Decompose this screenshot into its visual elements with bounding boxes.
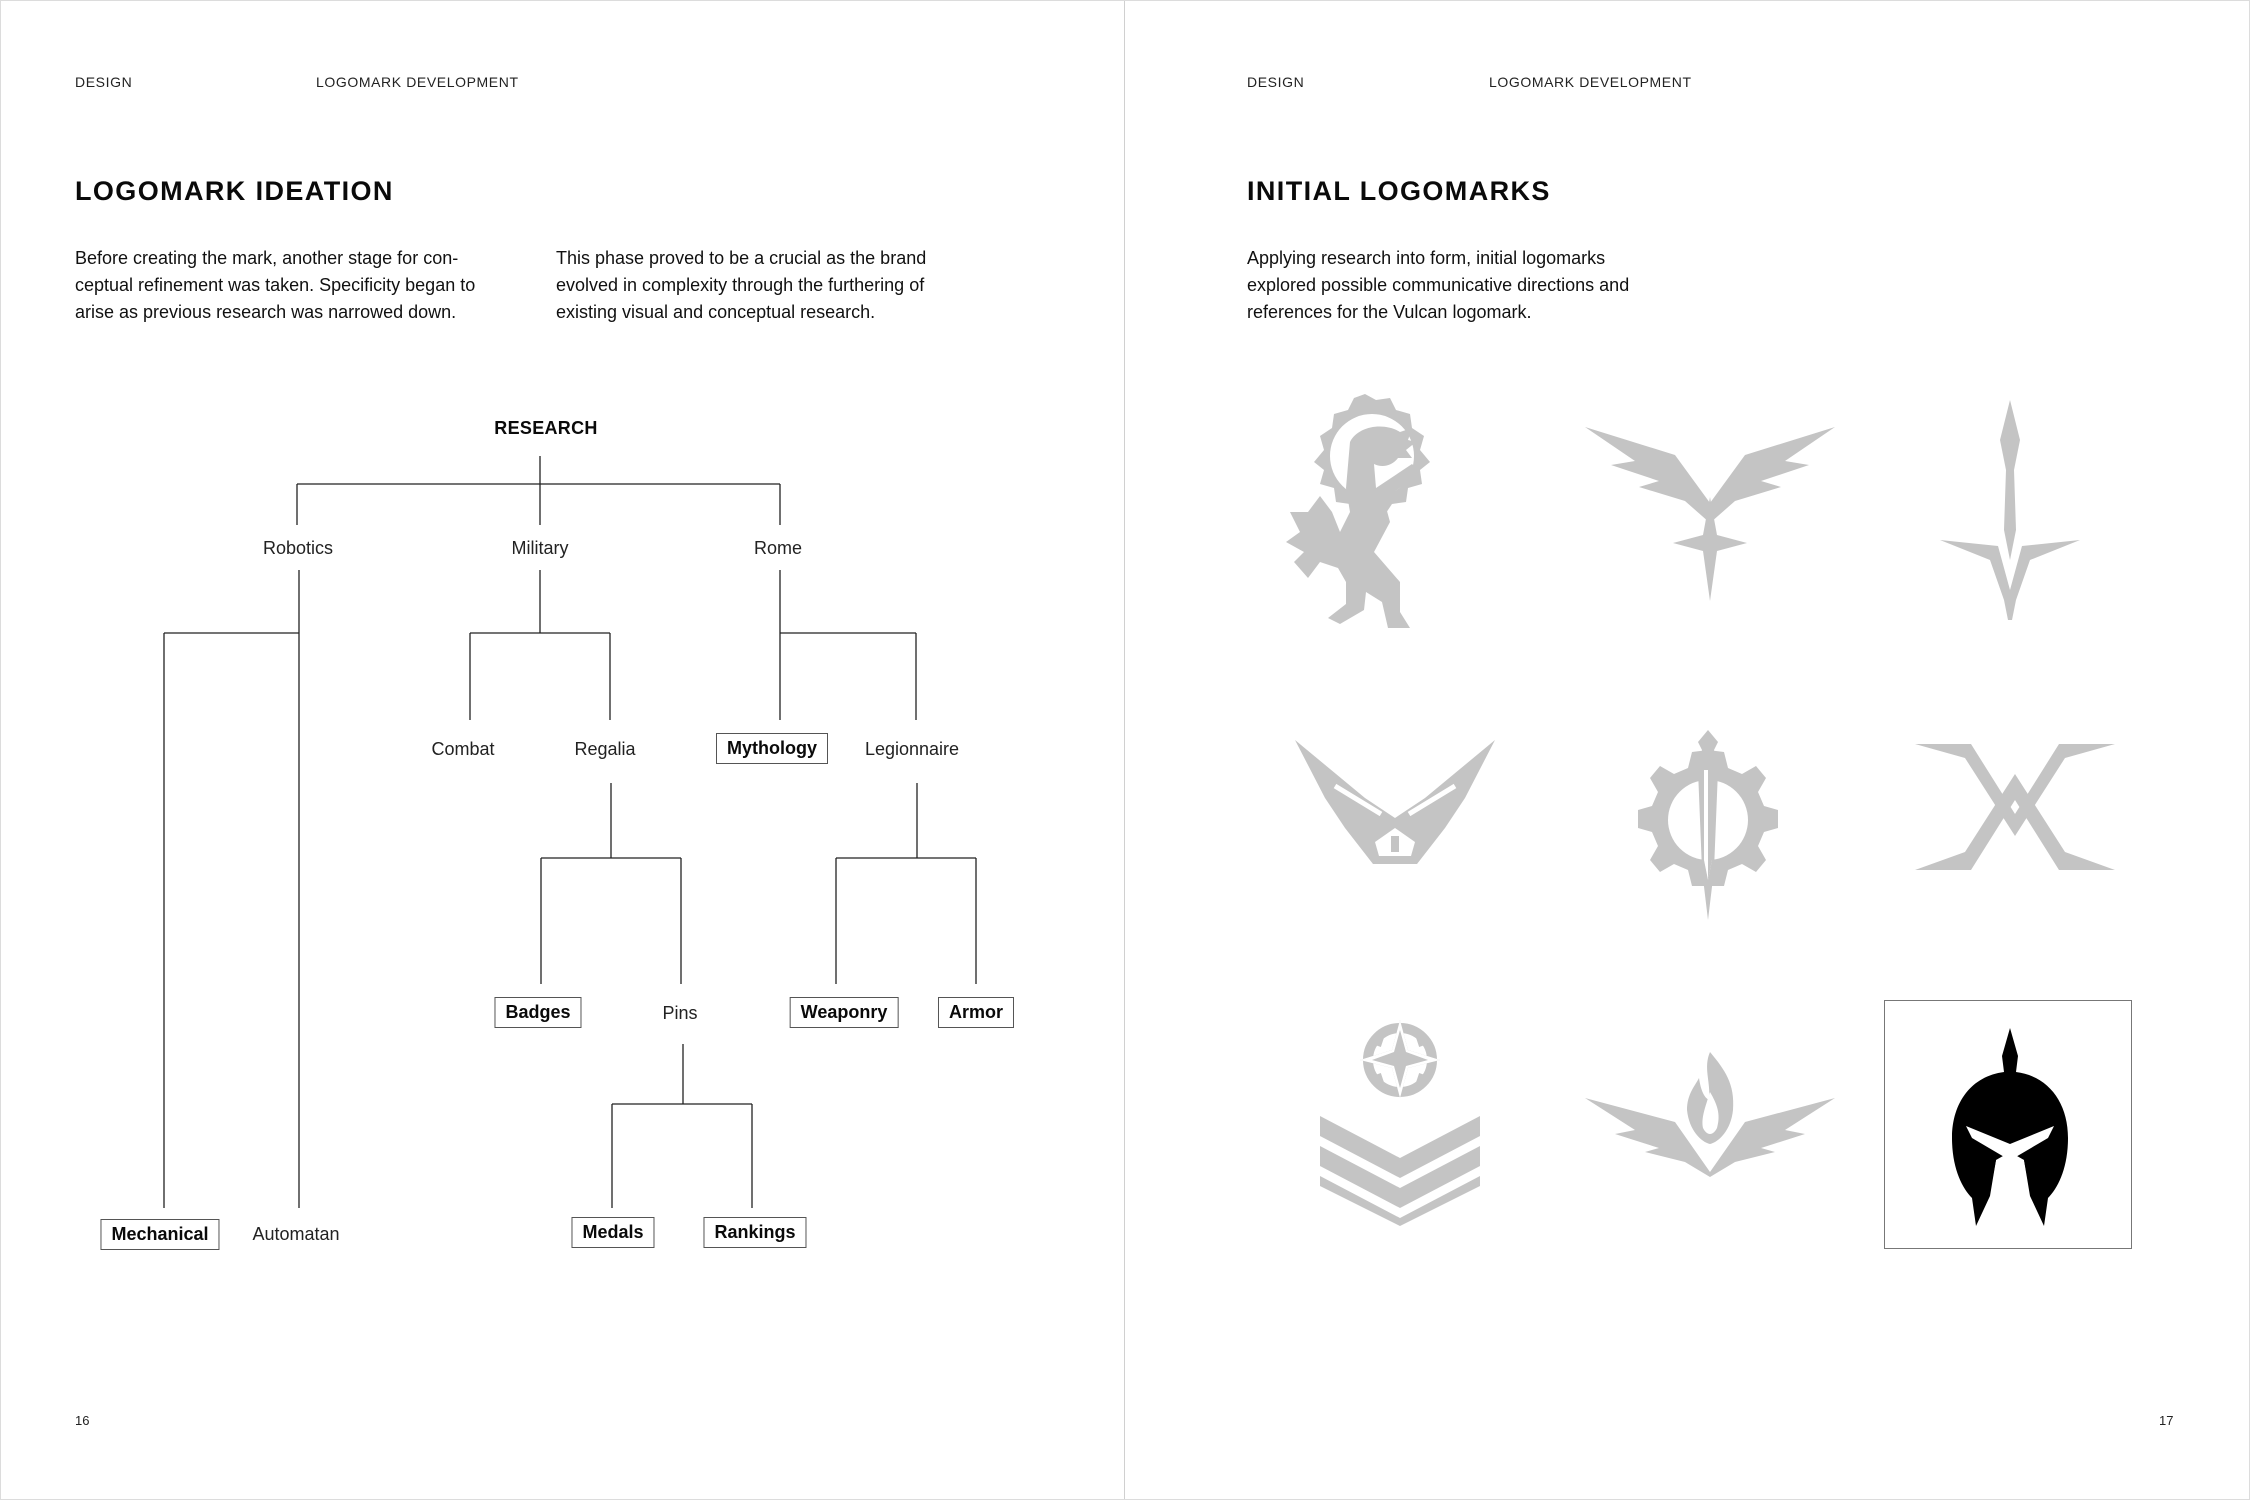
tree-node-pins: Pins [662,1003,698,1023]
tree-node-research: RESEARCH [494,418,598,438]
tree-node-rankings: Rankings [703,1217,807,1248]
tree-node-medals: Medals [571,1217,655,1248]
left-page: DESIGN LOGOMARK DEVELOPMENT LOGOMARK IDE… [75,74,1015,1428]
section-label: DESIGN [1247,74,1305,90]
winged-shield-icon [1295,738,1495,868]
subsection-label: LOGOMARK DEVELOPMENT [316,74,519,90]
tree-node-badges: Badges [494,997,582,1028]
tree-node-legionnaire: Legionnaire [864,739,960,759]
selected-logomark-frame [1884,1000,2132,1249]
tree-node-automatan: Automatan [252,1224,340,1244]
tree-node-armor: Armor [937,997,1015,1028]
page-title: LOGOMARK IDEATION [75,176,394,206]
intro-column-1: Before creating the mark, another stage … [75,248,476,322]
tree-node-regalia: Regalia [574,739,636,759]
intro-text: Applying research into form, initial log… [1247,248,1630,322]
section-label: DESIGN [75,74,133,90]
chevron-rank-icon [1320,1020,1480,1226]
tree-node-military: Military [511,538,569,558]
tree-node-mechanical: Mechanical [100,1219,220,1250]
tree-node-rome: Rome [753,538,803,558]
book-spine [1124,0,1125,1500]
winged-star-icon [1585,415,1835,605]
intro-column-2: This phase proved to be a crucial as the… [556,248,927,322]
logomark-grid [1125,0,2250,1500]
flame-wings-icon [1585,1052,1835,1177]
gear-lion-icon [1280,392,1450,632]
spartan-helmet-icon [1952,1028,2068,1226]
right-page: DESIGN LOGOMARK DEVELOPMENT INITIAL LOGO… [1125,0,2250,1500]
crossed-v-icon [1915,740,2115,872]
tree-node-combat: Combat [431,739,495,759]
tree-node-mythology: Mythology [716,733,828,764]
page-number: 17 [2159,1413,2174,1428]
gear-dagger-icon [1638,730,1778,920]
page-title: INITIAL LOGOMARKS [1247,176,1551,206]
tree-node-robotics: Robotics [262,538,334,558]
research-tree: RESEARCH Robotics Military Rome Combat R… [100,418,1015,1250]
subsection-label: LOGOMARK DEVELOPMENT [1489,74,1692,90]
tree-node-weaponry: Weaponry [789,997,899,1028]
tree-connectors [163,456,977,1208]
sword-wings-icon [1940,400,2080,625]
page-number: 16 [75,1413,90,1428]
